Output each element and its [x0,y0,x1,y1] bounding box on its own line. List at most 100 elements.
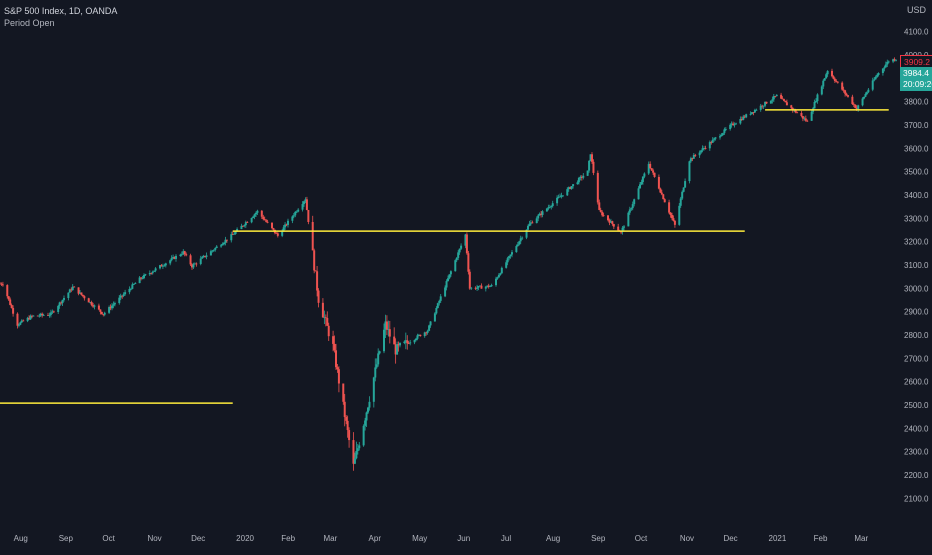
candle-body [220,245,223,247]
candle-body [81,294,84,297]
candle-body [403,341,406,344]
candle-body [496,277,499,279]
candle-body [356,448,359,452]
candle-body [669,212,672,215]
candle-body [801,116,804,119]
candle-body [160,265,163,267]
candle-body [393,336,396,345]
y-tick-label: 3600.0 [904,144,929,153]
x-tick-label: 2021 [769,534,787,543]
candle-body [61,299,64,304]
candle-body [223,242,225,245]
candle-body [570,186,573,189]
candle-body [649,163,652,169]
candle-body [209,251,212,256]
candle-body [173,256,176,259]
candle-body [31,315,33,317]
candle-body [445,281,448,288]
candle-body [175,255,177,259]
candle-body [480,285,483,289]
candle-body [576,182,579,185]
candle-body [671,214,673,219]
candle-body [547,207,550,209]
symbol-title[interactable]: S&P 500 Index, 1D, OANDA [4,6,118,16]
candle-body [783,99,785,101]
candle-body [487,285,490,287]
candle-body [39,313,42,316]
candle-body [794,109,797,113]
candle-body [714,137,717,139]
candle-body [275,233,278,234]
candle-body [388,329,391,337]
candle-body [112,304,115,306]
candle-body [652,170,655,173]
candle-body [582,175,585,178]
candle-body [732,123,735,126]
candle-body [729,124,732,130]
candle-body [297,209,300,212]
candle-body [271,222,273,229]
candle-body [413,340,416,343]
candle-body [887,61,890,63]
candle-body [454,260,457,272]
candle-body [119,295,122,298]
candle-body [141,278,144,279]
candle-body [169,260,172,264]
candle-body [538,213,541,216]
candle-body [735,123,737,125]
candle-body [833,78,836,82]
candle-body [26,317,29,322]
candle-body [883,67,886,69]
candle-body [79,292,81,294]
x-tick-label: Aug [546,534,560,543]
candle-body [294,211,297,216]
candle-body [720,134,723,137]
candle-body [620,231,623,233]
candle-body [816,94,819,102]
candle-body [742,116,745,120]
candle-body [639,184,641,189]
candle-body [810,111,813,121]
candle-body [521,237,524,239]
candle-body [710,142,713,143]
candle-body [566,189,569,196]
candle-body [204,255,207,257]
candle-body [221,244,224,246]
candle-body [529,222,532,224]
candle-body [751,112,753,114]
candle-body [342,383,345,402]
indicator-name[interactable]: Period Open [4,18,55,28]
candle-body [36,315,39,317]
candle-body [109,307,112,309]
candle-body [474,287,477,289]
candle-body [525,229,528,238]
candle-body [151,271,154,274]
candle-body [458,248,461,253]
candle-body [640,181,643,185]
candle-body [327,325,330,337]
candle-body [100,311,103,315]
candle-body [759,105,762,110]
candle-body [784,100,787,103]
candle-body [490,285,493,287]
candle-body [426,330,429,333]
candle-body [852,104,855,105]
candle-body [621,227,624,232]
candle-body [550,206,553,207]
candle-body [892,59,895,62]
candle-body [317,290,320,303]
candle-body [876,75,879,77]
candle-body [49,312,52,315]
candle-body [871,80,874,90]
candle-body [591,154,593,162]
x-tick-label: Aug [14,534,28,543]
candle-body [304,199,307,202]
candle-body [92,305,95,307]
candle-body [500,267,503,274]
candle-body [87,298,90,303]
candle-body [143,274,145,279]
candle-body [321,302,324,318]
candle-body [241,225,244,227]
